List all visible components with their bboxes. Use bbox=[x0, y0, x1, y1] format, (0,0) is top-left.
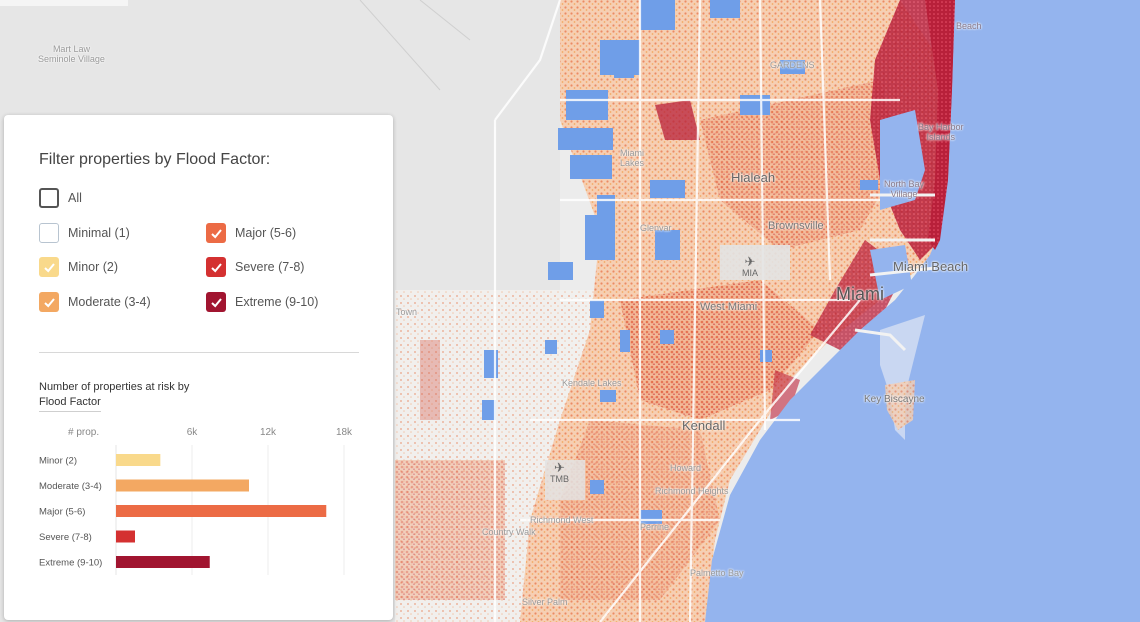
category-label: Severe (7-8) bbox=[39, 532, 92, 543]
minor-roads bbox=[359, 0, 471, 91]
check-icon bbox=[210, 297, 222, 307]
key-biscayne-properties bbox=[885, 380, 915, 430]
airport-area-mia bbox=[720, 245, 790, 280]
filter-minimal[interactable]: Minimal (1) bbox=[39, 223, 130, 243]
label-richmond-heights: Richmond Heights bbox=[655, 486, 729, 496]
chart-title-line2: Flood Factor bbox=[39, 395, 101, 412]
bay-water bbox=[880, 110, 925, 210]
checkbox-major[interactable] bbox=[206, 223, 226, 243]
map-top-widget bbox=[0, 0, 128, 6]
chart-title: Number of properties at risk by Flood Fa… bbox=[39, 380, 189, 412]
airport-tmb-label: TMB bbox=[550, 474, 569, 484]
x-axis-label: # prop. bbox=[68, 427, 99, 438]
key-biscayne-island bbox=[880, 315, 925, 440]
label-west-miami: West Miami bbox=[700, 301, 758, 313]
checkbox-severe[interactable] bbox=[206, 257, 226, 277]
filter-all[interactable]: All bbox=[39, 188, 82, 208]
label-glenvar: Glenvar bbox=[640, 223, 672, 233]
bar bbox=[116, 530, 135, 543]
flood-factor-bar-chart: # prop. 6k 12k 18k Minor (2) Moderate (3-4) Ma… bbox=[39, 427, 353, 575]
label-silver-palm: Silver Palm bbox=[522, 597, 568, 607]
causeway-south bbox=[869, 266, 936, 277]
label-key-biscayne: Key Biscayne bbox=[864, 394, 925, 405]
checkbox-all[interactable] bbox=[39, 188, 59, 208]
check-icon bbox=[43, 297, 55, 307]
check-icon bbox=[210, 228, 222, 238]
label-town: Town bbox=[396, 307, 418, 317]
label-hialeah: Hialeah bbox=[731, 170, 776, 185]
filter-severe-label: Severe (7-8) bbox=[235, 260, 305, 274]
label-kendale-lakes: Kendale Lakes bbox=[562, 378, 622, 388]
label-bay-harbor: Bay Harbor Islands bbox=[918, 122, 964, 142]
label-beach-top: Beach bbox=[956, 21, 982, 31]
panel-title: Filter properties by Flood Factor: bbox=[39, 151, 271, 168]
filter-all-label: All bbox=[68, 191, 82, 205]
chart-title-line1: Number of properties at risk by bbox=[39, 381, 190, 393]
filter-severe[interactable]: Severe (7-8) bbox=[206, 257, 304, 277]
checkbox-extreme[interactable] bbox=[206, 292, 226, 312]
bar bbox=[116, 479, 249, 492]
rickenbacker-causeway bbox=[854, 328, 907, 352]
label-palmetto: Palmetto Bay bbox=[690, 568, 744, 578]
filter-extreme-label: Extreme (9-10) bbox=[235, 295, 319, 309]
filter-extreme[interactable]: Extreme (9-10) bbox=[206, 292, 318, 312]
checkbox-minor[interactable] bbox=[39, 257, 59, 277]
barrier-island bbox=[925, 0, 955, 250]
category-label: Moderate (3-4) bbox=[39, 481, 102, 492]
bar bbox=[116, 556, 210, 568]
check-icon bbox=[210, 262, 222, 272]
filter-major[interactable]: Major (5-6) bbox=[206, 223, 296, 243]
x-tick-label: 12k bbox=[260, 427, 277, 438]
category-label: Minor (2) bbox=[39, 456, 77, 467]
bar bbox=[116, 505, 327, 517]
bar bbox=[116, 454, 161, 466]
west-farmland-properties bbox=[395, 460, 505, 600]
checkbox-moderate[interactable] bbox=[39, 292, 59, 312]
panel-divider bbox=[39, 352, 359, 353]
dense-properties-north bbox=[700, 80, 900, 250]
filter-minor[interactable]: Minor (2) bbox=[39, 257, 118, 277]
label-perrine: Perrine bbox=[640, 522, 670, 532]
label-howard: Howard bbox=[670, 463, 702, 473]
label-brownsville: Brownsville bbox=[768, 220, 824, 232]
label-mart-law: Mart Law Seminole Village bbox=[38, 44, 105, 64]
category-label: Extreme (9-10) bbox=[39, 558, 102, 569]
airport-mia-label: MIA bbox=[742, 268, 759, 278]
label-miami: Miami bbox=[836, 284, 884, 304]
dense-properties-center bbox=[620, 280, 820, 420]
label-kendall: Kendall bbox=[682, 418, 726, 433]
airplane-icon: ✈ bbox=[554, 460, 565, 475]
label-north-bay-village: North Bay Village bbox=[884, 179, 925, 199]
airport-tmb[interactable]: ✈ TMB bbox=[550, 460, 569, 484]
airport-mia[interactable]: ✈ MIA bbox=[742, 254, 759, 278]
filter-moderate[interactable]: Moderate (3-4) bbox=[39, 292, 151, 312]
ocean-water bbox=[705, 0, 1140, 622]
check-icon bbox=[43, 262, 55, 272]
severe-risk-inland bbox=[655, 100, 700, 140]
roads bbox=[493, 0, 900, 622]
label-miami-beach: Miami Beach bbox=[893, 259, 969, 274]
airplane-icon: ✈ bbox=[744, 254, 756, 269]
label-country-walk: Country Walk bbox=[482, 527, 536, 537]
x-tick-label: 18k bbox=[336, 427, 353, 438]
filter-minimal-label: Minimal (1) bbox=[68, 226, 130, 240]
category-label: Major (5-6) bbox=[39, 507, 85, 518]
flood-filter-panel: Filter properties by Flood Factor: All M… bbox=[4, 115, 393, 620]
filter-major-label: Major (5-6) bbox=[235, 226, 297, 240]
label-gardens: GARDENS bbox=[770, 60, 815, 70]
label-miami-lakes: Miami Lakes bbox=[620, 148, 645, 168]
checkbox-minimal[interactable] bbox=[39, 223, 59, 243]
west-strip bbox=[420, 340, 440, 420]
filter-minor-label: Minor (2) bbox=[68, 260, 119, 274]
filter-moderate-label: Moderate (3-4) bbox=[68, 295, 151, 309]
label-richmond-west: Richmond West bbox=[530, 515, 594, 525]
x-tick-label: 6k bbox=[187, 427, 199, 438]
airport-area-tmb bbox=[545, 460, 585, 500]
